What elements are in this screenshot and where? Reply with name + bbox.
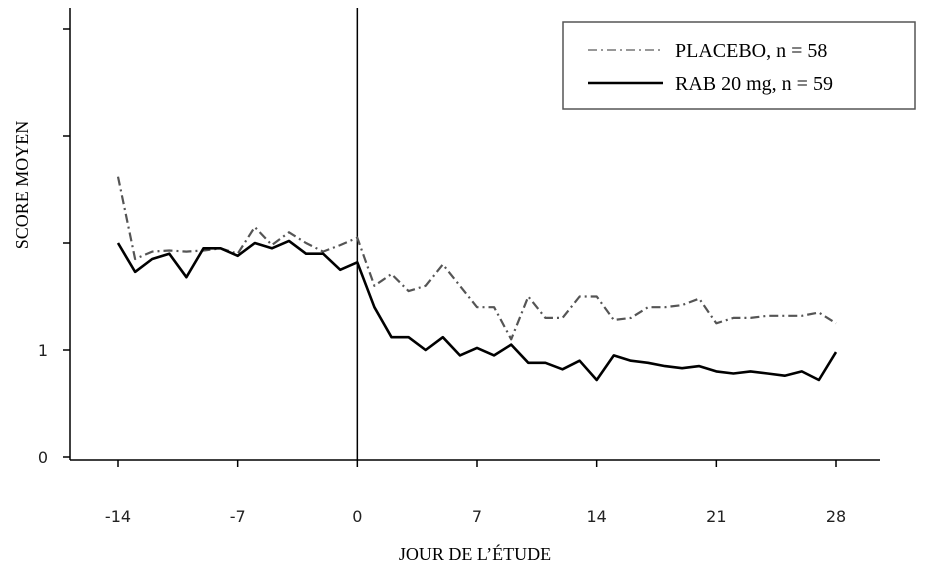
y-axis-label: SCORE MOYEN [12,121,32,250]
series-line-placebo [116,176,837,341]
y-tick-label: 1 [38,341,48,360]
x-tick-label: 28 [826,507,846,526]
legend-box [562,21,916,110]
x-tick-label: 14 [586,507,606,526]
x-tick-label: 0 [352,507,362,526]
series-line-rab [116,239,838,382]
legend: PLACEBO, n = 58 RAB 20 mg, n = 59 [562,21,916,110]
x-axis-label: JOUR DE L’ÉTUDE [399,543,551,564]
legend-label-rab: RAB 20 mg, n = 59 [675,73,833,95]
series-layer [116,176,838,382]
y-tick-label: 0 [38,448,48,467]
x-tick-label: 7 [472,507,482,526]
legend-label-placebo: PLACEBO, n = 58 [675,40,827,62]
axes [69,8,880,461]
x-tick-label: -7 [230,507,246,526]
x-ticks: -14 -7 0 7 14 21 28 [105,460,846,526]
x-tick-label: -14 [105,507,131,526]
x-tick-label: 21 [706,507,726,526]
y-ticks: 01 [38,28,70,467]
